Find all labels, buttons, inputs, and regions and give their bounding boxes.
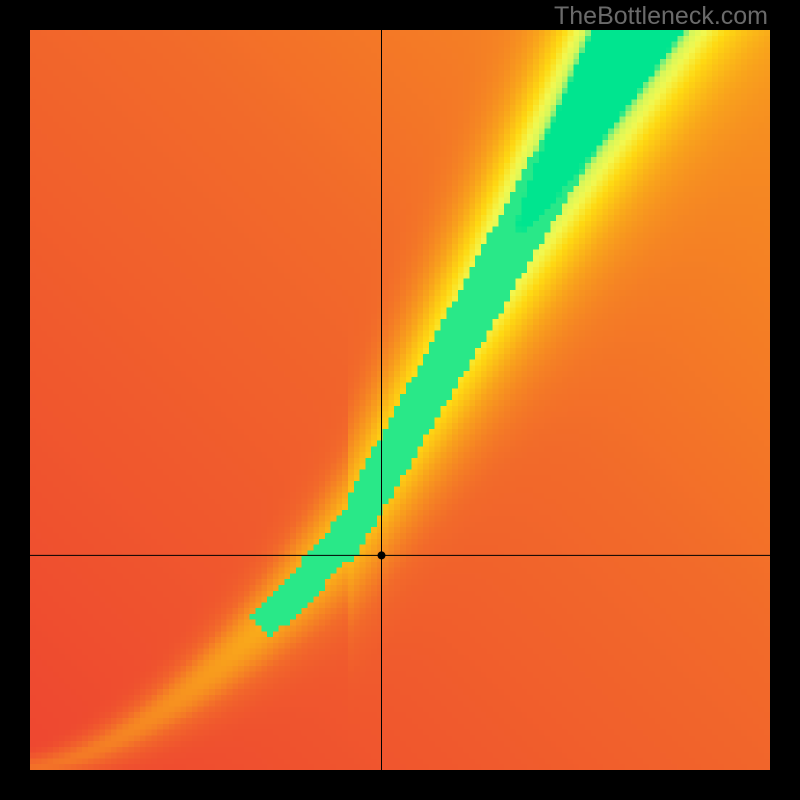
figure-container: TheBottleneck.com (0, 0, 800, 800)
heatmap-canvas (30, 30, 770, 770)
watermark-text: TheBottleneck.com (554, 2, 768, 31)
